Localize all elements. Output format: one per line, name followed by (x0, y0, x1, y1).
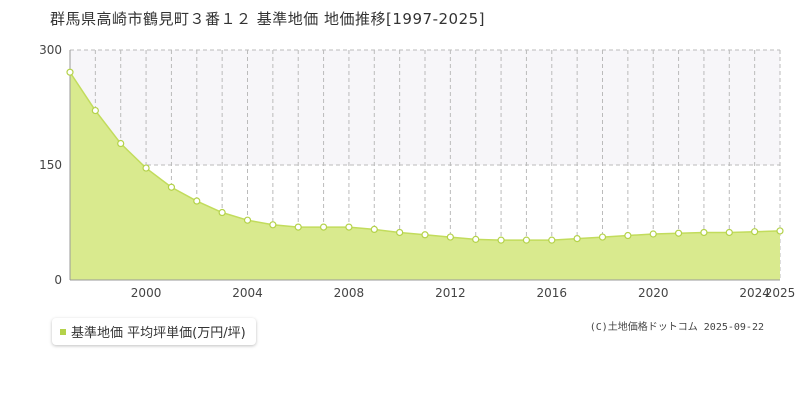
data-point (91, 106, 99, 115)
x-tick-label: 2012 (435, 286, 466, 300)
data-point (243, 216, 252, 224)
data-point (345, 223, 353, 231)
data-point (294, 223, 302, 231)
y-tick-label: 300 (39, 43, 62, 57)
data-point (269, 221, 277, 229)
data-point (193, 197, 201, 205)
data-point (319, 223, 328, 231)
data-point (218, 208, 226, 217)
legend: 基準地価 平均坪単価(万円/坪) (52, 318, 256, 345)
data-point (396, 228, 404, 237)
y-tick-label: 150 (39, 158, 62, 172)
series-area (70, 72, 780, 280)
data-point (725, 228, 733, 237)
data-point (66, 68, 74, 76)
data-point (674, 229, 683, 237)
x-tick-label: 2024 (739, 286, 770, 300)
data-point (370, 225, 378, 233)
chart-title: 群馬県高崎市鶴見町３番１２ 基準地価 地価推移[1997-2025] (50, 10, 486, 28)
data-point (548, 236, 556, 244)
data-point (446, 233, 454, 241)
x-tick-label: 2020 (638, 286, 669, 300)
data-point (776, 227, 784, 235)
data-point (649, 230, 657, 238)
data-point (598, 233, 607, 241)
x-tick-label: 2008 (334, 286, 365, 300)
x-tick-label: 2016 (537, 286, 568, 300)
data-point (624, 231, 632, 240)
data-point (167, 183, 176, 191)
legend-swatch (60, 328, 66, 335)
copyright-text: (C)土地価格ドットコム 2025-09-22 (589, 322, 764, 333)
data-point (472, 235, 480, 243)
legend-label: 基準地価 平均坪単価(万円/坪) (71, 326, 246, 341)
x-tick-label: 2004 (232, 286, 263, 300)
x-tick-label: 2000 (131, 286, 162, 300)
data-point (421, 231, 429, 239)
data-point (573, 235, 581, 243)
data-point (497, 236, 505, 244)
data-point (142, 164, 150, 172)
data-point (751, 228, 759, 236)
data-point (700, 228, 708, 237)
data-point (522, 236, 531, 244)
y-tick-label: 0 (54, 273, 62, 287)
data-point (117, 139, 125, 148)
x-tick-label: 2025 (765, 286, 796, 300)
